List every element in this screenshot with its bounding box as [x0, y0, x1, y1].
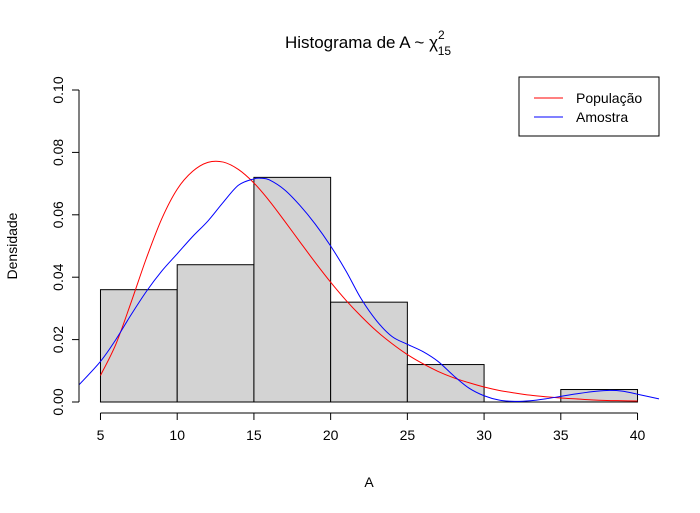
x-tick-label-7: 40 — [630, 427, 646, 443]
y-tick-label-5: 0.10 — [50, 76, 66, 103]
x-tick-label-6: 35 — [553, 427, 569, 443]
histogram-bar-0 — [99, 289, 178, 403]
chart-title: Histograma de A ~ χ2 15 — [285, 28, 451, 58]
legend-label-amostra: Amostra — [576, 109, 628, 125]
y-axis: 0.00 0.02 0.04 0.06 0.08 0.10 — [50, 76, 80, 416]
chart-title-subscript: 15 — [438, 44, 452, 58]
x-tick-label-1: 10 — [169, 427, 185, 443]
histogram-bars — [99, 176, 639, 403]
chart-title-main: Histograma de A ~ χ — [285, 33, 438, 52]
x-tick-label-3: 20 — [323, 427, 339, 443]
density-curve-populacao — [100, 160, 638, 402]
y-tick-label-1: 0.02 — [50, 326, 66, 353]
chart-title-superscript: 2 — [438, 28, 445, 42]
x-tick-label-4: 25 — [400, 427, 416, 443]
histogram-bar-1 — [176, 264, 255, 403]
y-tick-label-0: 0.00 — [50, 388, 66, 415]
x-axis: 5 10 15 20 25 30 35 40 — [97, 412, 646, 443]
x-tick-label-5: 30 — [476, 427, 492, 443]
y-axis-title: Densidade — [4, 212, 20, 279]
y-tick-label-2: 0.04 — [50, 263, 66, 290]
x-axis-title: A — [364, 474, 374, 490]
legend-box — [518, 76, 660, 137]
y-tick-label-4: 0.08 — [50, 139, 66, 166]
histogram-bar-2 — [253, 176, 332, 403]
x-tick-label-2: 15 — [246, 427, 262, 443]
legend-label-populacao: População — [576, 90, 642, 106]
histogram-bar-4 — [406, 364, 485, 403]
legend: População Amostra — [518, 76, 660, 137]
x-tick-label-0: 5 — [97, 427, 105, 443]
histogram-bar-3 — [330, 301, 408, 403]
y-tick-label-3: 0.06 — [50, 201, 66, 228]
density-curve-amostra — [78, 177, 660, 402]
density-curves — [78, 160, 660, 402]
